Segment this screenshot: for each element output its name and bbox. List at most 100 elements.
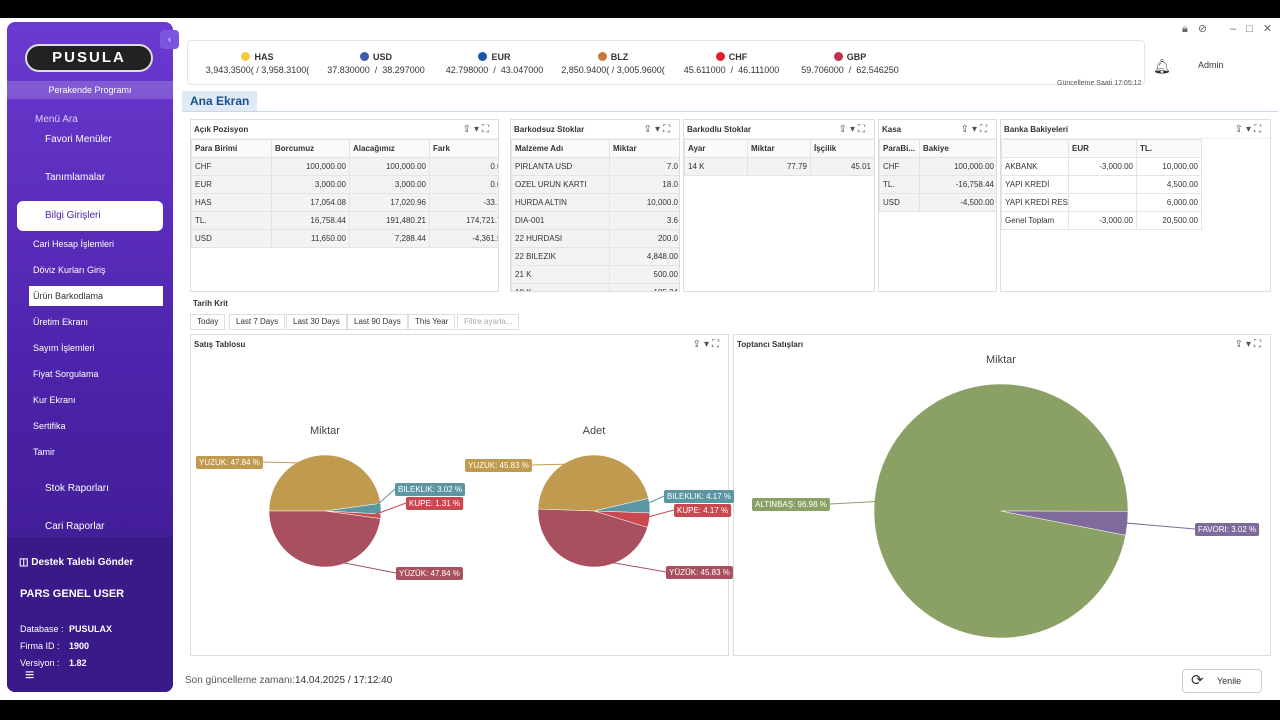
- slice-label: BILEKLIK: 3.02 %: [398, 485, 462, 494]
- header-cell: Ayar: [684, 139, 748, 158]
- panel-title-text: Banka Bakiyeleri: [1004, 125, 1069, 134]
- currency-flag: [597, 52, 607, 61]
- pie-title: Miktar: [986, 354, 1016, 366]
- pie-title: Miktar: [310, 425, 340, 437]
- table-cell: 22 HURDASI: [511, 229, 610, 248]
- table-cell: 45.01: [810, 157, 874, 176]
- leader-line: [531, 463, 590, 466]
- panel-tools[interactable]: ⇪▾⛶: [960, 124, 990, 135]
- menu-item[interactable]: Bilgi Girişleri: [17, 201, 163, 231]
- table-row: OZEL URUN KARTI 18.0: [511, 175, 679, 194]
- footer-label: Son güncelleme zamanı:: [185, 675, 296, 686]
- panel-tools[interactable]: ⇪▾⛶: [838, 124, 868, 135]
- table-cell: USD: [191, 229, 272, 248]
- leader-line: [586, 557, 667, 573]
- table-cell: 14 K: [684, 157, 748, 176]
- table-cell: TL.: [879, 175, 920, 194]
- date-button[interactable]: This Year: [408, 314, 456, 330]
- submenu-item[interactable]: Sertifika: [33, 421, 66, 431]
- submenu-item[interactable]: Üretim Ekranı: [33, 317, 89, 327]
- info-value: PUSULAX: [69, 624, 113, 634]
- panel-tools[interactable]: ⇪▾⛶: [643, 124, 673, 135]
- table-row: CHF 100,000.00: [879, 157, 996, 176]
- label-box: [196, 456, 263, 469]
- date-button[interactable]: Last 7 Days: [229, 314, 286, 330]
- date-button[interactable]: Today: [190, 314, 226, 330]
- panel-title: Banka Bakiyeleri ⇪▾⛶: [1001, 120, 1270, 139]
- table-cell: 100,000.00: [349, 157, 430, 176]
- submenu-item[interactable]: Ürün Barkodlama: [29, 286, 163, 306]
- panel-title-text: Satış Tablosu: [194, 340, 246, 349]
- currency-code-text: USD: [372, 52, 392, 62]
- date-button[interactable]: Filtre ayarla...: [457, 314, 520, 330]
- currency-flag: [833, 52, 843, 61]
- admin[interactable]: Admin: [1198, 60, 1224, 70]
- panel-tools[interactable]: ⇪▾⛶: [1234, 124, 1264, 135]
- currency: HAS 3,943.3500( / 3,958.3100(: [195, 52, 320, 75]
- panel-title: Satış Tablosu ⇪▾⛶: [191, 335, 728, 354]
- table-cell: HAS: [191, 193, 272, 212]
- info-value: 1900: [69, 641, 90, 651]
- leader-line: [1108, 520, 1196, 530]
- label-box: [396, 567, 463, 580]
- panel-tools[interactable]: ⇪▾⛶: [692, 339, 722, 350]
- data-table: Ayar Miktar İşçilik 14 K 77.79 45.01: [684, 139, 874, 176]
- refresh-button[interactable]: Yenile: [1182, 669, 1262, 693]
- submenu-item[interactable]: Fiyat Sorgulama: [33, 369, 99, 379]
- menu-item[interactable]: Tanımlamalar: [45, 172, 106, 183]
- label-box: [752, 498, 830, 511]
- header-cell: Borcumuz: [271, 139, 350, 158]
- date-button[interactable]: Last 90 Days: [347, 314, 408, 330]
- panel-tools[interactable]: ⇪▾⛶: [462, 124, 492, 135]
- label-box: [1195, 523, 1260, 536]
- table-cell: OZEL URUN KARTI: [511, 175, 610, 194]
- window-controls[interactable]: 🔒︎⊘ –□✕: [1182, 23, 1280, 35]
- logo: PUSULA: [25, 44, 153, 72]
- hamburger[interactable]: ≡: [25, 667, 35, 684]
- table-cell: 3.6: [609, 211, 679, 230]
- menu-item[interactable]: Cari Raporlar: [45, 521, 105, 532]
- sidebar: PUSULA Perakende Programı Menü Ara Favor…: [7, 22, 173, 692]
- table-row: 18 K185.24: [511, 283, 679, 291]
- submenu-item[interactable]: Tamir: [33, 447, 55, 457]
- bell-icon[interactable]: 🔔︎: [1153, 58, 1171, 74]
- date-button[interactable]: Last 30 Days: [286, 314, 347, 330]
- table-cell: 0.00: [429, 175, 498, 194]
- header-cell: Fark: [429, 139, 498, 158]
- support[interactable]: ◫ Destek Talebi Gönder: [19, 557, 134, 568]
- table-cell: 185.24: [609, 283, 679, 291]
- table-cell: 7,288.44: [349, 229, 430, 248]
- table-cell: TL.: [191, 211, 272, 230]
- collapse-button[interactable]: ‹: [160, 30, 179, 49]
- submenu-item[interactable]: Kur Ekranı: [33, 395, 76, 405]
- submenu-item[interactable]: Sayım İşlemleri: [33, 343, 95, 353]
- currency-bar: [187, 40, 1145, 85]
- submenu-item[interactable]: Döviz Kurları Giriş: [33, 265, 106, 275]
- table-cell: 7.0: [609, 157, 679, 176]
- table-row: USD -4,500.00: [879, 193, 996, 212]
- panel-tools[interactable]: ⇪▾⛶: [1234, 339, 1264, 350]
- leader-line: [321, 557, 397, 574]
- menu-item[interactable]: Favori Menüler: [45, 134, 112, 145]
- panel-title-text: Barkodlu Stoklar: [687, 125, 752, 134]
- label-box: [674, 504, 732, 517]
- label-box: [664, 490, 735, 503]
- menu-item[interactable]: Stok Raporları: [45, 483, 109, 494]
- table-cell: 0.00: [429, 157, 498, 176]
- tab[interactable]: Ana Ekran: [182, 91, 257, 111]
- slice-label: BILEKLIK: 4.17 %: [667, 492, 731, 501]
- slice-label: YUZUK: 45.83 %: [468, 461, 529, 470]
- leader-line: [372, 488, 396, 510]
- submenu-item[interactable]: Cari Hesap İşlemleri: [33, 239, 115, 249]
- search[interactable]: Menü Ara: [35, 114, 78, 125]
- leader-line: [829, 500, 894, 505]
- update-time: Güncelleme Saati 17:05:12: [1057, 80, 1142, 87]
- currency-flag: [241, 52, 251, 61]
- table-row: DIA-001 3.6: [511, 211, 679, 230]
- table-cell: 20,500.00: [1136, 211, 1202, 230]
- data-table: ParaBi... Bakiye CHF 100,000.00 TL. -16,758.4…: [879, 139, 996, 212]
- table-cell: HURDA ALTIN: [511, 193, 610, 212]
- pie-title: Adet: [583, 425, 606, 437]
- table-cell: 22 BILEZIK: [511, 247, 610, 266]
